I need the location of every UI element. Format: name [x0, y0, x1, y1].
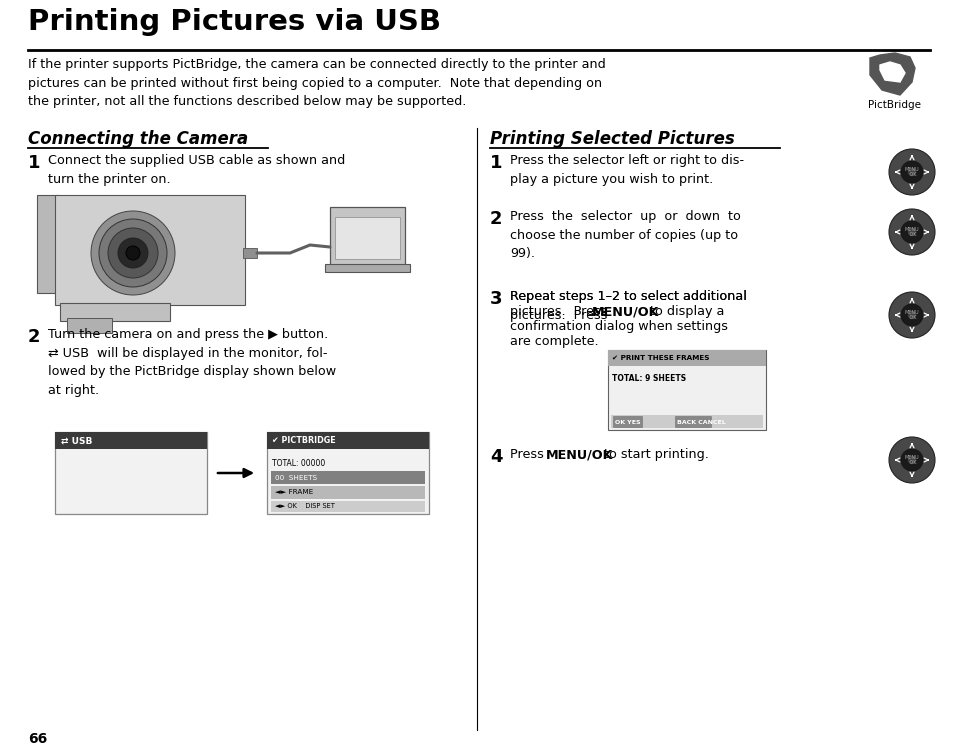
Circle shape — [888, 292, 934, 338]
Bar — [37, 195, 59, 293]
Text: ◄► OK    DISP SET: ◄► OK DISP SET — [274, 503, 335, 509]
Text: pictures.  Press: pictures. Press — [510, 305, 611, 318]
Circle shape — [900, 449, 923, 471]
Text: MENU
 OK: MENU OK — [903, 167, 919, 177]
Bar — [607, 350, 765, 430]
Circle shape — [99, 219, 167, 287]
Bar — [610, 415, 762, 428]
Text: 2: 2 — [490, 210, 502, 228]
Text: 4: 4 — [490, 448, 502, 466]
Circle shape — [907, 456, 915, 465]
FancyBboxPatch shape — [675, 416, 711, 428]
Text: If the printer supports PictBridge, the camera can be connected directly to the : If the printer supports PictBridge, the … — [28, 58, 605, 108]
Bar — [335, 217, 399, 259]
Text: 1: 1 — [490, 154, 502, 172]
Text: Connecting the Camera: Connecting the Camera — [28, 130, 248, 148]
Circle shape — [900, 161, 923, 183]
Bar — [271, 501, 424, 512]
Text: 00  SHEETS: 00 SHEETS — [274, 474, 316, 480]
Text: Connect the supplied USB cable as shown and
turn the printer on.: Connect the supplied USB cable as shown … — [48, 154, 345, 186]
Circle shape — [900, 304, 923, 326]
Text: 3: 3 — [490, 290, 502, 308]
Text: are complete.: are complete. — [510, 335, 598, 348]
Text: TOTAL: 9 SHEETS: TOTAL: 9 SHEETS — [612, 374, 685, 383]
Text: to start printing.: to start printing. — [599, 448, 708, 461]
Bar — [55, 195, 245, 305]
Bar — [325, 264, 410, 272]
Text: Printing Selected Pictures: Printing Selected Pictures — [490, 130, 734, 148]
Text: MENU
 OK: MENU OK — [903, 455, 919, 465]
Bar — [607, 350, 765, 366]
Circle shape — [91, 211, 174, 295]
Bar — [267, 432, 429, 514]
Text: ✔ PICTBRIDGE: ✔ PICTBRIDGE — [272, 436, 335, 445]
Text: MENU/OK: MENU/OK — [545, 448, 613, 461]
Text: 66: 66 — [28, 732, 48, 746]
Text: Press  the  selector  up  or  down  to
choose the number of copies (up to
99).: Press the selector up or down to choose … — [510, 210, 740, 260]
Bar — [67, 318, 112, 333]
Circle shape — [888, 149, 934, 195]
Text: Repeat steps 1–2 to select additional
pictures.  Press: Repeat steps 1–2 to select additional pi… — [510, 290, 746, 322]
Bar — [271, 471, 424, 484]
Bar — [60, 303, 170, 321]
Text: BACK CANCEL: BACK CANCEL — [677, 420, 725, 425]
Circle shape — [888, 209, 934, 255]
Bar — [55, 432, 207, 514]
Polygon shape — [879, 62, 904, 82]
Circle shape — [108, 228, 158, 278]
Circle shape — [888, 437, 934, 483]
Text: Repeat steps 1–2 to select additional: Repeat steps 1–2 to select additional — [510, 290, 746, 303]
Text: Printing Pictures via USB: Printing Pictures via USB — [28, 8, 440, 36]
Circle shape — [900, 221, 923, 243]
Text: ✔ PRINT THESE FRAMES: ✔ PRINT THESE FRAMES — [612, 355, 709, 361]
Circle shape — [118, 238, 148, 268]
Bar — [55, 432, 207, 449]
Bar — [330, 207, 405, 265]
Circle shape — [907, 168, 915, 176]
Text: Turn the camera on and press the ▶ button.
⇄ USB  will be displayed in the monit: Turn the camera on and press the ▶ butto… — [48, 328, 335, 396]
Text: OK YES: OK YES — [615, 420, 640, 425]
Text: Press the selector left or right to dis-
play a picture you wish to print.: Press the selector left or right to dis-… — [510, 154, 743, 186]
Bar — [267, 432, 429, 449]
Text: ⇄ USB: ⇄ USB — [61, 436, 92, 445]
Text: MENU
 OK: MENU OK — [903, 310, 919, 320]
Text: Press: Press — [510, 448, 547, 461]
Bar — [243, 248, 256, 258]
Text: MENU/OK: MENU/OK — [592, 305, 659, 318]
Text: ◄► FRAME: ◄► FRAME — [274, 489, 313, 495]
Text: PictBridge: PictBridge — [867, 100, 920, 110]
Text: 2: 2 — [28, 328, 40, 346]
Text: to display a: to display a — [645, 305, 723, 318]
Text: MENU
 OK: MENU OK — [903, 227, 919, 237]
Text: 1: 1 — [28, 154, 40, 172]
Polygon shape — [869, 53, 914, 95]
Bar — [271, 486, 424, 499]
FancyBboxPatch shape — [613, 416, 642, 428]
Circle shape — [126, 246, 140, 260]
Circle shape — [907, 311, 915, 319]
Text: confirmation dialog when settings: confirmation dialog when settings — [510, 320, 727, 333]
Circle shape — [907, 228, 915, 236]
Text: TOTAL: 00000: TOTAL: 00000 — [272, 459, 325, 468]
